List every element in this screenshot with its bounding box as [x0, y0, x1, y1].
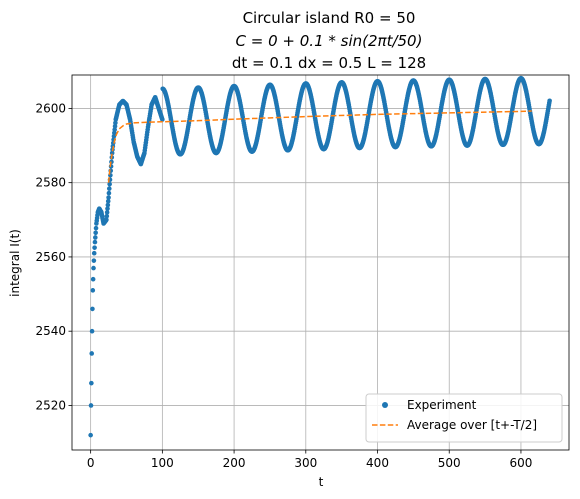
x-tick-label: 600 — [509, 456, 532, 470]
experiment-point — [89, 351, 94, 356]
x-tick-label: 100 — [151, 456, 174, 470]
experiment-point — [94, 226, 99, 231]
experiment-point — [91, 277, 96, 282]
chart-title-line-2: C = 0 + 0.1 * sin(2πt/50) — [236, 32, 423, 50]
x-tick-label: 400 — [366, 456, 389, 470]
chart-title-line-1: Circular island R0 = 50 — [243, 9, 416, 27]
y-tick-label: 2520 — [35, 398, 66, 412]
experiment-point — [107, 191, 112, 196]
experiment-point — [91, 288, 96, 293]
experiment-point — [88, 433, 93, 438]
y-tick-label: 2600 — [35, 101, 66, 115]
x-tick-label: 0 — [87, 456, 95, 470]
experiment-point — [93, 240, 98, 245]
x-tick-label: 200 — [223, 456, 246, 470]
x-axis-label: t — [319, 475, 324, 489]
experiment-point — [91, 266, 96, 271]
x-tick-label: 300 — [294, 456, 317, 470]
experiment-point — [106, 195, 111, 200]
y-tick-label: 2540 — [35, 324, 66, 338]
experiment-point — [90, 307, 95, 312]
y-tick-label: 2560 — [35, 250, 66, 264]
experiment-point — [90, 329, 95, 334]
legend-label-average: Average over [t+-T/2] — [407, 418, 537, 432]
y-axis-label: integral I(t) — [8, 229, 22, 297]
legend: Experiment Average over [t+-T/2] — [366, 394, 562, 442]
x-tick-label: 500 — [438, 456, 461, 470]
experiment-point — [93, 235, 98, 240]
experiment-point — [547, 99, 552, 104]
experiment-point — [89, 381, 94, 386]
y-tick-label: 2580 — [35, 176, 66, 190]
experiment-point — [89, 403, 94, 408]
chart-title-line-3: dt = 0.1 dx = 0.5 L = 128 — [232, 54, 426, 72]
experiment-point — [107, 186, 112, 191]
legend-marker-experiment — [382, 402, 388, 408]
legend-label-experiment: Experiment — [407, 398, 477, 412]
experiment-point — [92, 245, 97, 250]
experiment-point — [92, 258, 97, 263]
experiment-point — [92, 251, 97, 256]
experiment-point — [93, 231, 98, 236]
